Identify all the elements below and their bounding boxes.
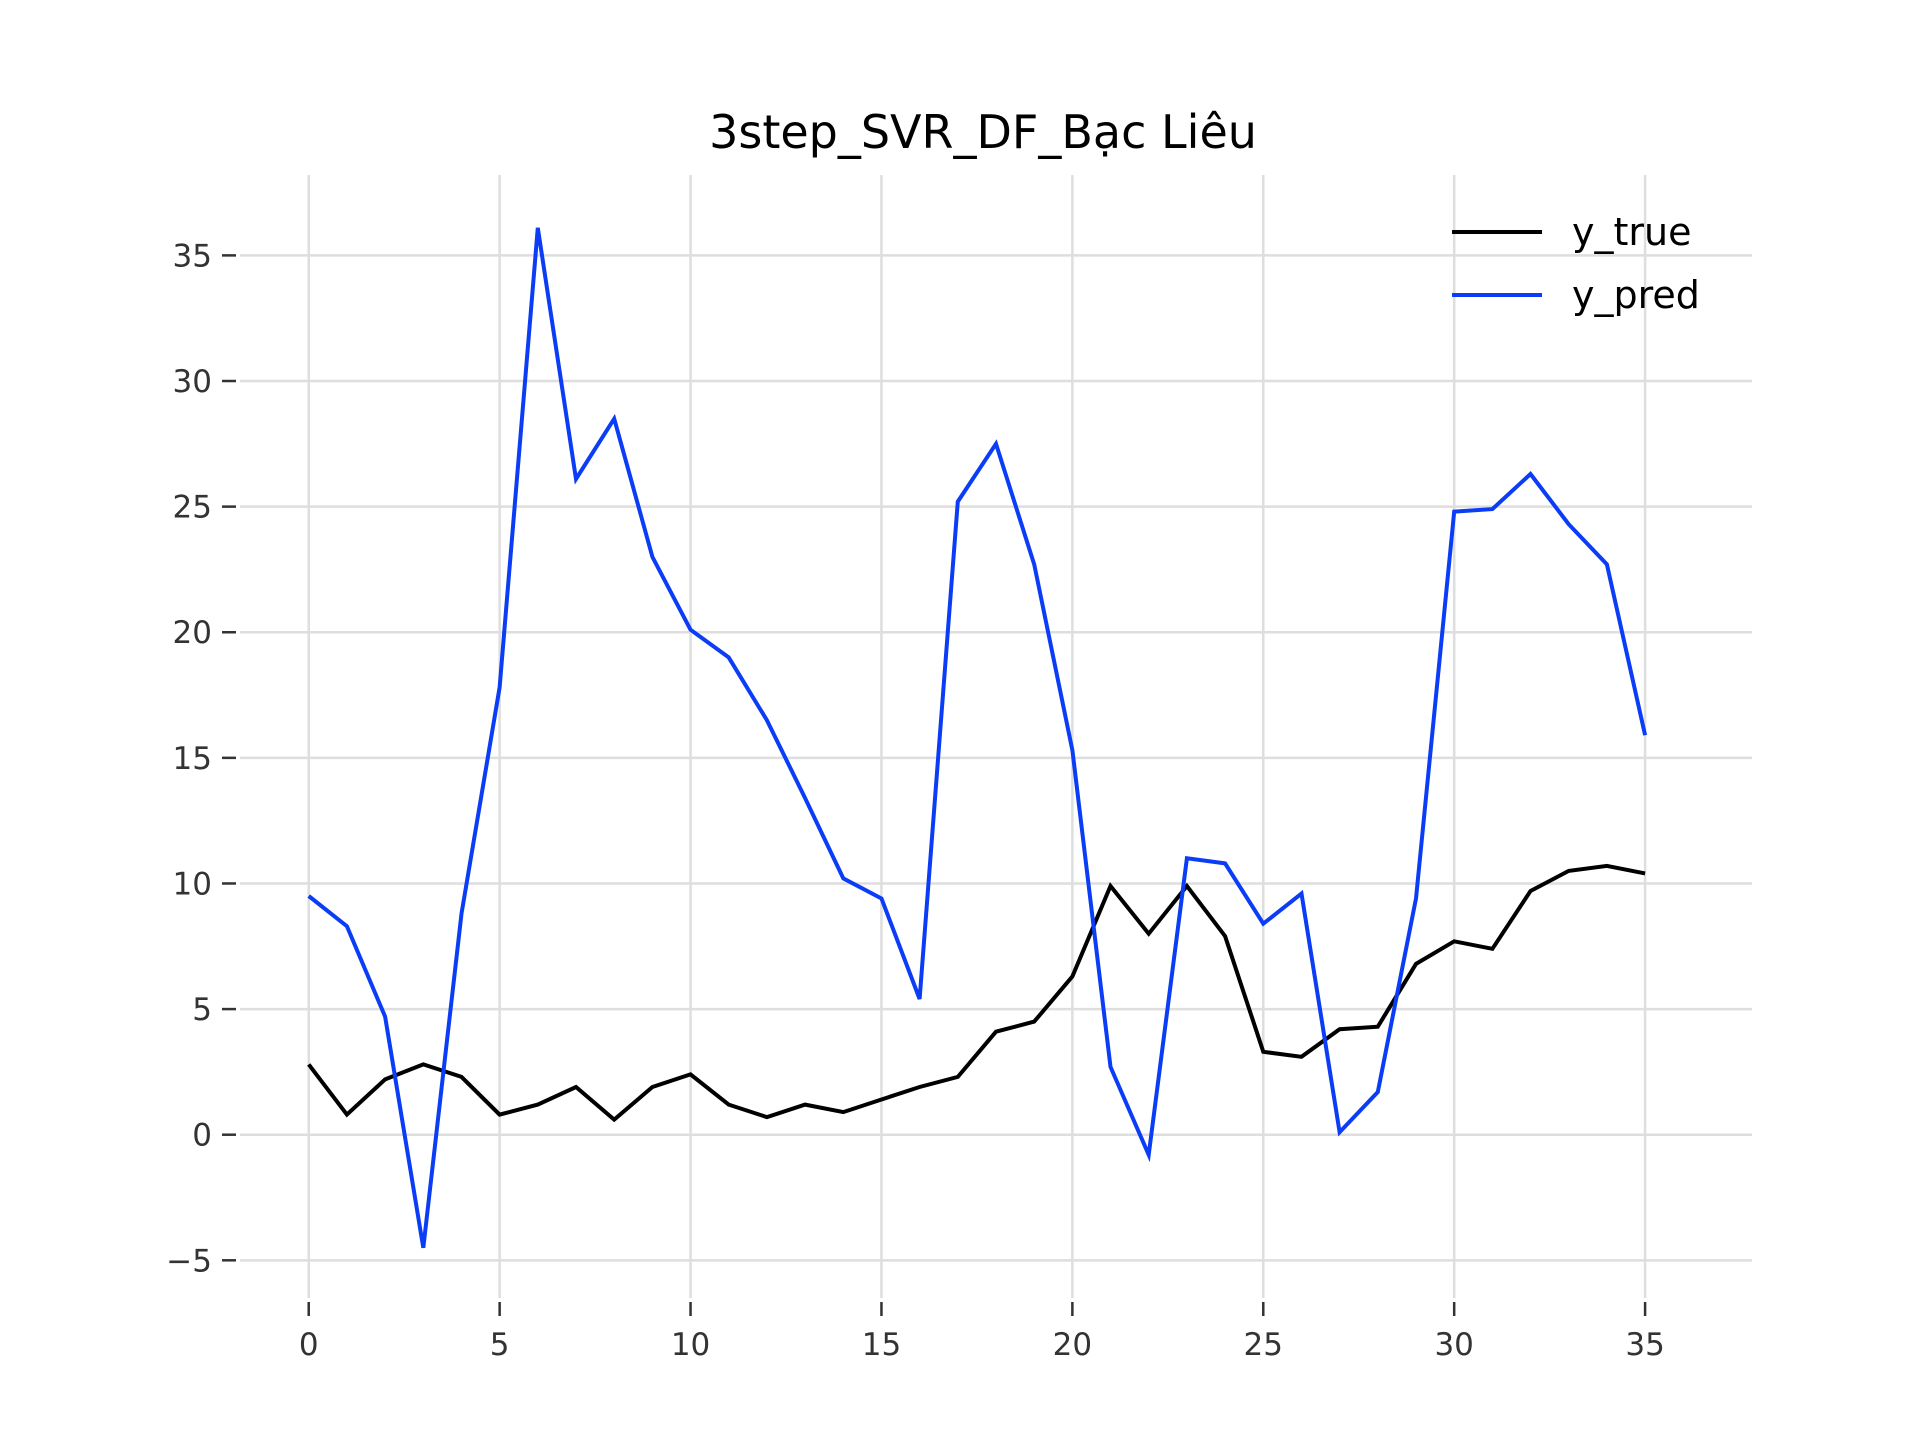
x-tick-label: 10 (671, 1327, 710, 1363)
legend-label: y_pred (1572, 273, 1700, 317)
y-tick-label: 0 (192, 1118, 212, 1154)
y-axis: −5 0 5 10 15 20 25 30 35 (166, 238, 236, 1279)
series-line-y-true (307, 863, 1646, 1123)
y-tick-label: 25 (173, 490, 212, 526)
legend-label: y_true (1572, 210, 1691, 254)
series-layer (307, 227, 1648, 1249)
y-tick-label: 30 (173, 364, 212, 400)
x-tick-label: 30 (1434, 1327, 1473, 1363)
legend: y_true y_pred (1452, 210, 1700, 317)
horizontal-gridlines (240, 254, 1752, 1262)
y-tick-label: −5 (166, 1243, 212, 1279)
y-tick-label: 35 (173, 238, 212, 274)
x-tick-label: 15 (862, 1327, 901, 1363)
y-tick-label: 20 (173, 615, 212, 651)
x-axis: 0 5 10 15 20 25 30 35 (299, 1302, 1665, 1363)
x-tick-label: 25 (1244, 1327, 1283, 1363)
x-tick-label: 20 (1053, 1327, 1092, 1363)
x-tick-label: 35 (1625, 1327, 1664, 1363)
y-tick-label: 10 (173, 866, 212, 902)
x-tick-label: 0 (299, 1327, 319, 1363)
x-tick-label: 5 (490, 1327, 510, 1363)
y-tick-label: 15 (173, 741, 212, 777)
vertical-gridlines (307, 175, 1647, 1298)
y-tick-label: 5 (192, 992, 212, 1028)
series-line-y-pred (307, 227, 1648, 1249)
chart-title: 3step_SVR_DF_Bạc Liêu (709, 105, 1257, 159)
